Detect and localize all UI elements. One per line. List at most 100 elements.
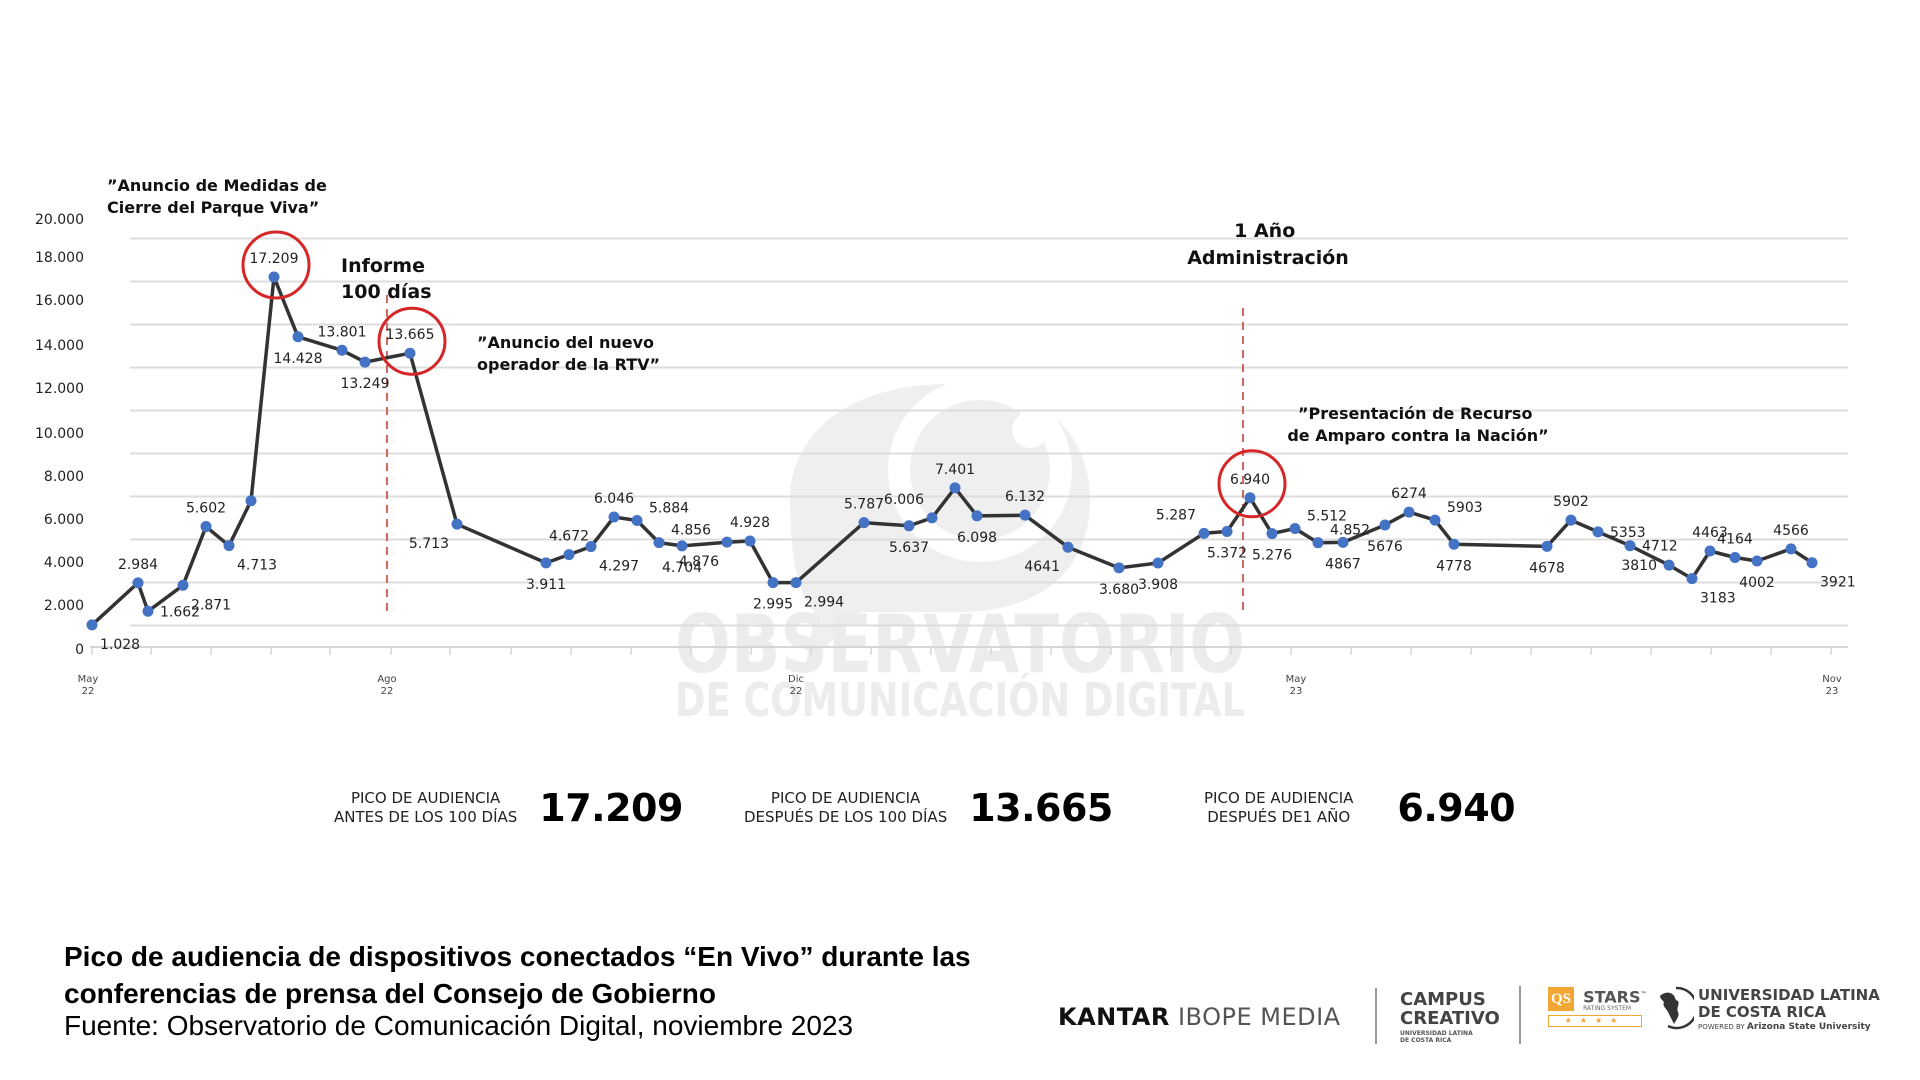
data-point bbox=[132, 577, 144, 589]
data-point bbox=[1379, 519, 1391, 531]
data-label: 2.984 bbox=[118, 557, 158, 573]
data-label: 4.672 bbox=[549, 529, 589, 545]
data-label: 5902 bbox=[1553, 494, 1589, 510]
stat-before-100-days: PICO DE AUDIENCIA ANTES DE LOS 100 DÍAS … bbox=[334, 786, 683, 830]
data-label: 6.046 bbox=[594, 491, 634, 507]
ulatina-line2: DE COSTA RICA bbox=[1698, 1003, 1827, 1021]
x-tick-month: Ago bbox=[377, 674, 396, 685]
data-point bbox=[1244, 492, 1256, 504]
data-label: 13.249 bbox=[341, 376, 390, 392]
stat-value: 6.940 bbox=[1397, 786, 1516, 830]
y-tick-label: 6.000 bbox=[44, 512, 84, 528]
watermark: OBSERVATORIO DE COMUNICACIÓN DIGITAL bbox=[675, 378, 1245, 727]
ulatina-line1: UNIVERSIDAD LATINA bbox=[1698, 986, 1880, 1004]
data-point bbox=[1592, 526, 1604, 538]
data-point bbox=[767, 577, 779, 589]
data-label: 2.994 bbox=[804, 595, 844, 611]
kantar-ibope-logo: KANTAR IBOPE MEDIA bbox=[1058, 1003, 1341, 1031]
watermark-line2: DE COMUNICACIÓN DIGITAL bbox=[675, 673, 1245, 727]
qs-badge-icon: QS bbox=[1548, 987, 1574, 1011]
data-label: 17.209 bbox=[250, 251, 299, 267]
figure-title: Pico de audiencia de dispositivos conect… bbox=[64, 941, 971, 1009]
data-point bbox=[676, 540, 688, 552]
data-point bbox=[223, 540, 235, 552]
data-label: 4678 bbox=[1529, 560, 1565, 576]
stat-label-line1: PICO DE AUDIENCIA bbox=[1204, 789, 1354, 807]
highlight-circle-icon bbox=[241, 230, 311, 300]
ulatina-powered-by: POWERED BY Arizona State University bbox=[1698, 1022, 1871, 1032]
data-label: 3.908 bbox=[1138, 577, 1178, 593]
data-point bbox=[608, 511, 620, 523]
data-label: 6274 bbox=[1391, 486, 1427, 502]
data-label: 4.856 bbox=[671, 523, 711, 539]
x-tick-year: 22 bbox=[790, 686, 803, 697]
x-tick-year: 22 bbox=[381, 686, 394, 697]
data-label: 4.852 bbox=[1330, 523, 1370, 539]
data-point bbox=[86, 619, 98, 631]
event-markers bbox=[386, 295, 1244, 612]
data-point bbox=[971, 510, 983, 522]
data-label: 4566 bbox=[1773, 523, 1809, 539]
qs-text: STARS™ RATING SYSTEM bbox=[1583, 987, 1646, 1013]
campus-sub2: DE COSTA RICA bbox=[1400, 1037, 1452, 1044]
data-point bbox=[1565, 514, 1577, 526]
data-point bbox=[721, 536, 733, 548]
data-label: 4002 bbox=[1739, 575, 1775, 591]
data-point bbox=[245, 495, 257, 507]
x-tick-month: May bbox=[1286, 674, 1307, 685]
data-point bbox=[903, 520, 915, 532]
data-label: 2.871 bbox=[191, 597, 231, 613]
kantar-light: IBOPE MEDIA bbox=[1177, 1003, 1341, 1031]
data-point bbox=[585, 541, 597, 553]
x-tick-year: 22 bbox=[82, 686, 95, 697]
highlight-circle-icon bbox=[377, 306, 447, 376]
data-label: 4.297 bbox=[599, 559, 639, 575]
data-point bbox=[1198, 527, 1210, 539]
line-chart: OBSERVATORIO DE COMUNICACIÓN DIGITAL 0 2.… bbox=[35, 176, 1856, 727]
data-point bbox=[1729, 551, 1741, 563]
data-point bbox=[142, 605, 154, 617]
data-point bbox=[1312, 537, 1324, 549]
data-point bbox=[1266, 528, 1278, 540]
data-label: 1.662 bbox=[160, 604, 200, 620]
data-label: 14.428 bbox=[274, 351, 323, 367]
data-label: 1.028 bbox=[100, 637, 140, 653]
data-point bbox=[926, 512, 938, 524]
y-tick-label: 20.000 bbox=[35, 212, 84, 228]
stat-after-100-days: PICO DE AUDIENCIA DESPUÉS DE LOS 100 DÍA… bbox=[744, 786, 1113, 830]
annotation-informe-100-dias: Informe 100 días bbox=[341, 255, 432, 303]
data-point bbox=[1152, 557, 1164, 569]
data-label: 3810 bbox=[1621, 558, 1657, 574]
logo-divider bbox=[1375, 988, 1377, 1044]
data-point bbox=[563, 549, 575, 561]
data-label: 5903 bbox=[1447, 500, 1483, 516]
watermark-line1: OBSERVATORIO bbox=[675, 598, 1245, 691]
data-label: 5.713 bbox=[409, 536, 449, 552]
campus-creativo-logo: CAMPUS CREATIVO UNIVERSIDAD LATINA DE CO… bbox=[1400, 990, 1510, 1044]
ulatina-name: UNIVERSIDAD LATINA DE COSTA RICA bbox=[1698, 987, 1880, 1021]
data-point bbox=[268, 271, 280, 283]
y-tick-label: 14.000 bbox=[35, 338, 84, 354]
data-point bbox=[1448, 538, 1460, 550]
data-point bbox=[1221, 526, 1233, 538]
x-tick-year: 23 bbox=[1826, 686, 1839, 697]
data-label: 4463 bbox=[1692, 525, 1728, 541]
data-point bbox=[1686, 573, 1698, 585]
data-point bbox=[1062, 541, 1074, 553]
data-point bbox=[292, 331, 304, 343]
stat-label-line2: DESPUÉS DE1 AÑO bbox=[1207, 808, 1351, 826]
data-label: 5676 bbox=[1367, 539, 1403, 555]
data-point bbox=[1019, 509, 1031, 521]
data-label: 13.665 bbox=[386, 327, 435, 343]
y-tick-label: 10.000 bbox=[35, 426, 84, 442]
y-axis: 0 2.000 4.000 6.000 8.000 10.000 12.000 14.000 1… bbox=[35, 212, 84, 658]
data-label: 5.637 bbox=[889, 540, 929, 556]
highlight-circle-icon bbox=[1217, 449, 1287, 519]
data-label: 4.876 bbox=[679, 554, 719, 570]
stat-label-line1: PICO DE AUDIENCIA bbox=[350, 789, 501, 807]
powered-by-text: POWERED BY bbox=[1698, 1023, 1745, 1031]
data-point bbox=[1624, 540, 1636, 552]
y-tick-label: 4.000 bbox=[44, 555, 84, 571]
data-point bbox=[1806, 557, 1818, 569]
data-point bbox=[790, 577, 802, 589]
